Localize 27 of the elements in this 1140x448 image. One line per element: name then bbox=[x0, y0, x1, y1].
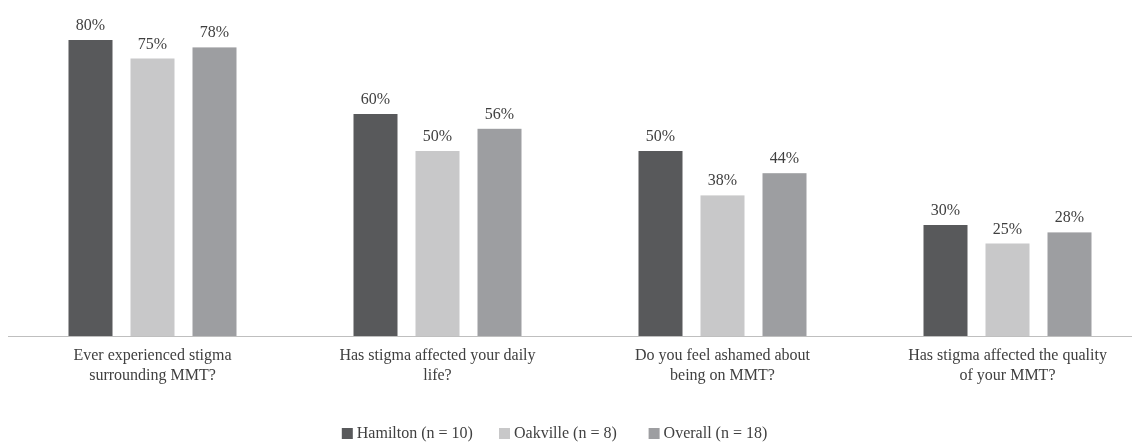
bar bbox=[638, 151, 683, 336]
data-label: 25% bbox=[992, 219, 1023, 237]
legend-label: Oakville (n = 8) bbox=[514, 424, 617, 442]
data-label: 50% bbox=[645, 127, 676, 144]
bar bbox=[1047, 232, 1092, 336]
data-label: 80% bbox=[75, 16, 106, 33]
data-label: 38% bbox=[707, 171, 738, 189]
data-label: 56% bbox=[484, 104, 515, 122]
bar bbox=[923, 225, 968, 336]
data-label: 44% bbox=[769, 149, 800, 167]
data-label: 60% bbox=[360, 90, 391, 107]
x-tick-label: Ever experienced stigma surrounding MMT? bbox=[73, 346, 232, 384]
bar bbox=[353, 114, 398, 336]
x-tick-label: Do you feel ashamed about being on MMT? bbox=[634, 346, 811, 384]
x-tick-label: Has stigma affected your daily life? bbox=[339, 346, 536, 383]
bar bbox=[477, 128, 522, 336]
data-label: 75% bbox=[137, 34, 168, 52]
data-label: 28% bbox=[1054, 208, 1085, 226]
bar bbox=[192, 47, 237, 336]
data-label: 30% bbox=[930, 201, 961, 218]
data-label: 50% bbox=[422, 127, 453, 144]
x-tick-label: Has stigma affected the quality of your MMT? bbox=[908, 346, 1107, 384]
data-label: 78% bbox=[199, 23, 230, 41]
legend-label: Hamilton (n = 10) bbox=[356, 424, 473, 442]
bar bbox=[68, 40, 113, 336]
bar bbox=[762, 173, 807, 336]
legend-label: Overall (n = 18) bbox=[663, 424, 768, 442]
